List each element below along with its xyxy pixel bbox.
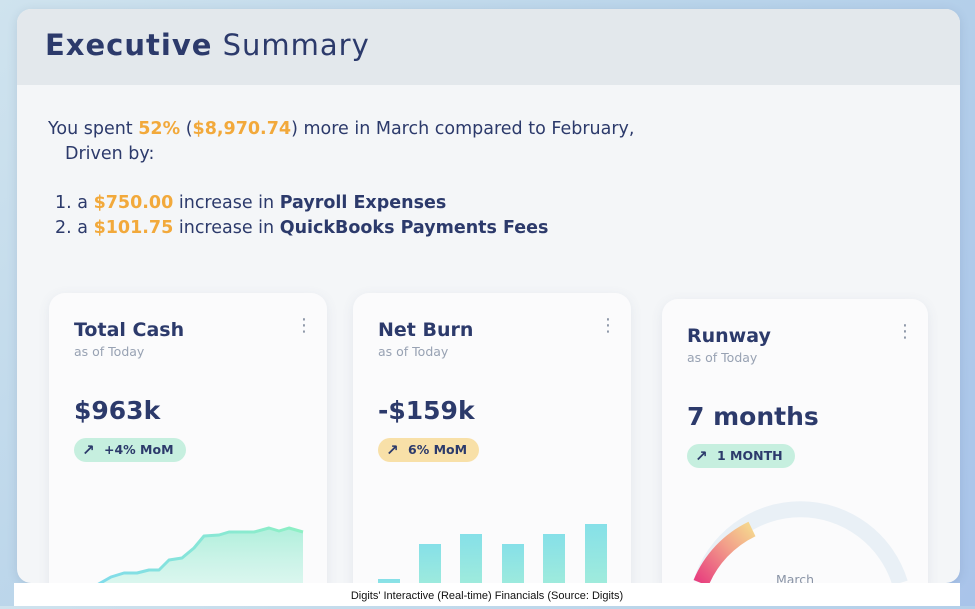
driven-by-label: Driven by: xyxy=(65,144,155,164)
driver-amount: $101.75 xyxy=(93,218,174,238)
summary-amount: $8,970.74 xyxy=(192,119,292,139)
summary-percent: 52% xyxy=(138,119,181,139)
runway-card[interactable]: Runway as of Today ⋮ 7 months ↗ 1 MONTH M… xyxy=(662,299,928,583)
card-title: Runway xyxy=(687,325,771,347)
cash-line xyxy=(97,526,304,583)
executive-summary-panel: Executive Summary You spent 52% ($8,970.… xyxy=(17,9,960,583)
bar xyxy=(585,524,607,583)
image-caption: Digits' Interactive (Real-time) Financia… xyxy=(14,583,960,606)
drivers-list: 1. a $750.00 increase in Payroll Expense… xyxy=(55,191,548,241)
arrow-up-right-icon: ↗ xyxy=(82,441,95,459)
total-cash-card[interactable]: Total Cash as of Today ⋮ $963k ↗ +4% MoM xyxy=(49,293,327,583)
title-bold: Executive xyxy=(45,28,213,62)
driver-category: QuickBooks Payments Fees xyxy=(279,218,549,238)
card-subtitle: as of Today xyxy=(74,344,145,359)
driver-article: a xyxy=(77,193,94,213)
list-item: 2. a $101.75 increase in QuickBooks Paym… xyxy=(55,216,548,241)
cash-area xyxy=(100,528,303,583)
gauge-fill xyxy=(693,521,756,583)
bar xyxy=(502,544,524,583)
card-title: Total Cash xyxy=(74,319,185,341)
bar xyxy=(543,534,565,583)
arrow-up-right-icon: ↗ xyxy=(695,447,708,465)
net-burn-card[interactable]: Net Burn as of Today ⋮ -$159k ↗ 6% MoM xyxy=(353,293,631,583)
driver-amount: $750.00 xyxy=(93,193,174,213)
panel-header: Executive Summary xyxy=(17,9,960,85)
summary-post: ) more in March compared to February, xyxy=(291,119,635,139)
page-title: Executive Summary xyxy=(45,28,370,62)
badge-label: +4% MoM xyxy=(104,442,174,457)
card-value: 7 months xyxy=(687,402,819,431)
driver-number: 2. xyxy=(55,218,72,238)
card-value: $963k xyxy=(74,396,161,425)
status-badge: ↗ 6% MoM xyxy=(378,438,480,462)
vertical-dots-icon[interactable]: ⋮ xyxy=(295,315,313,336)
gauge-label: March xyxy=(776,572,814,583)
driver-number: 1. xyxy=(55,193,72,213)
status-badge: ↗ +4% MoM xyxy=(74,438,186,462)
summary-text: You spent 52% ($8,970.74) more in March … xyxy=(48,119,635,164)
driver-mid: increase in xyxy=(173,193,280,213)
vertical-dots-icon[interactable]: ⋮ xyxy=(896,321,914,342)
runway-gauge: March xyxy=(693,501,908,583)
bar xyxy=(378,579,400,583)
vertical-dots-icon[interactable]: ⋮ xyxy=(599,315,617,336)
badge-label: 6% MoM xyxy=(408,442,468,457)
list-item: 1. a $750.00 increase in Payroll Expense… xyxy=(55,191,548,216)
badge-label: 1 MONTH xyxy=(717,448,783,463)
card-value: -$159k xyxy=(378,396,475,425)
card-title: Net Burn xyxy=(378,319,474,341)
driver-category: Payroll Expenses xyxy=(279,193,447,213)
driver-article: a xyxy=(77,218,94,238)
card-subtitle: as of Today xyxy=(687,350,758,365)
arrow-up-right-icon: ↗ xyxy=(386,441,399,459)
summary-pre: You spent xyxy=(48,119,139,139)
bar xyxy=(460,534,482,583)
bar xyxy=(419,544,441,583)
title-light: Summary xyxy=(222,28,370,62)
card-subtitle: as of Today xyxy=(378,344,449,359)
driver-mid: increase in xyxy=(173,218,280,238)
burn-bar-chart xyxy=(378,524,607,583)
cash-sparkline xyxy=(97,526,304,583)
status-badge: ↗ 1 MONTH xyxy=(687,444,795,468)
